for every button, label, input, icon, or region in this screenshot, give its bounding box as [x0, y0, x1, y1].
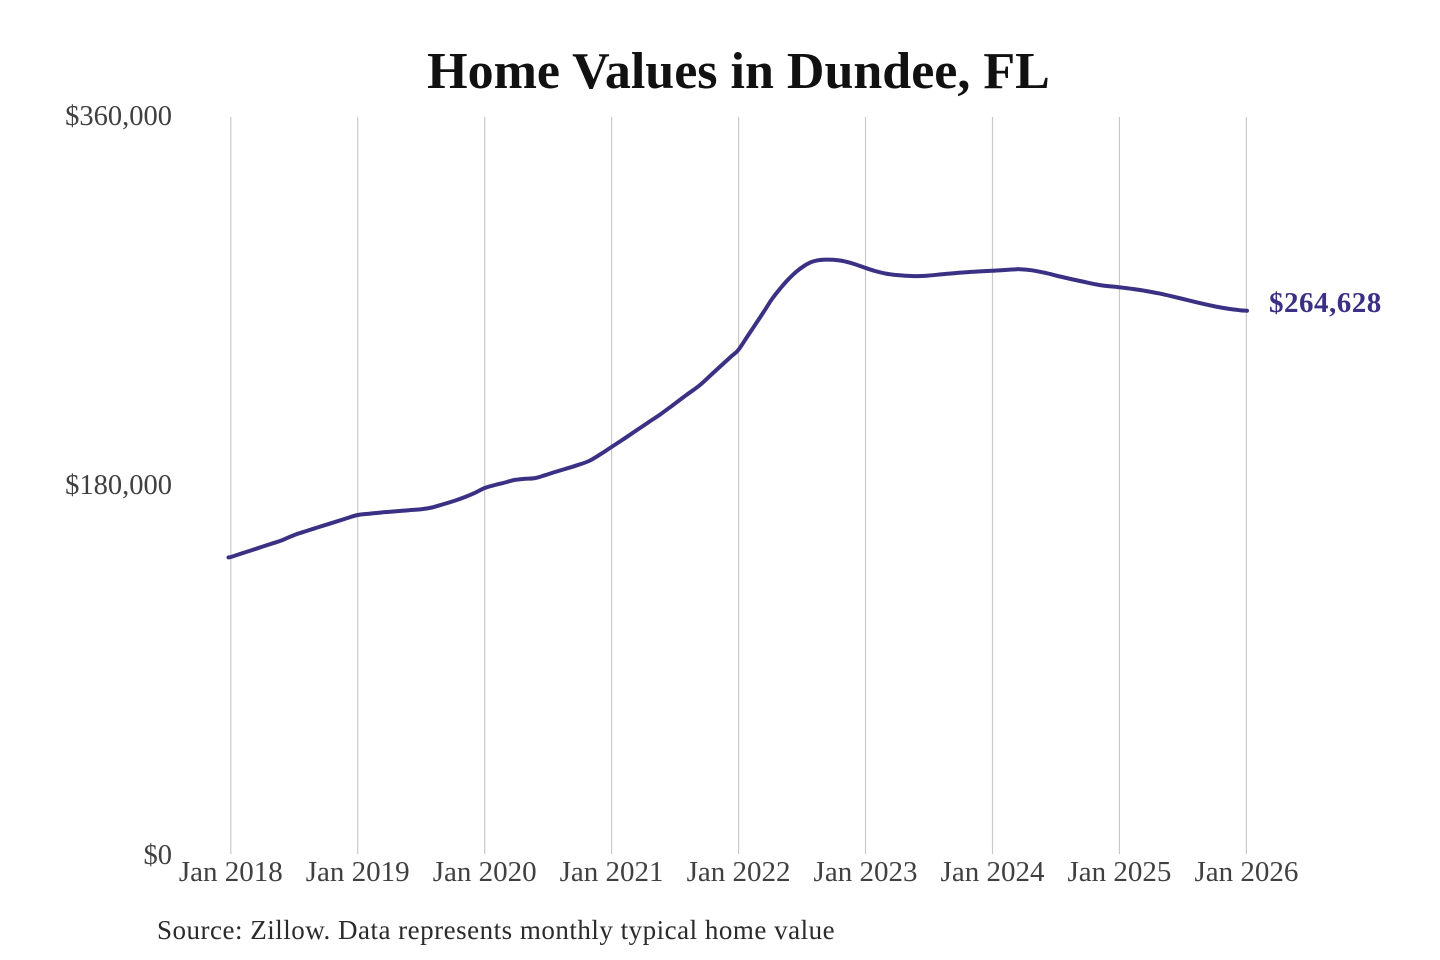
svg-text:Jan 2018: Jan 2018 — [179, 856, 283, 888]
svg-text:Jan 2025: Jan 2025 — [1067, 856, 1171, 888]
svg-text:$264,628: $264,628 — [1269, 287, 1382, 319]
svg-text:Source: Zillow. Data represent: Source: Zillow. Data represents monthly … — [157, 915, 835, 945]
svg-text:Jan 2024: Jan 2024 — [941, 856, 1045, 888]
svg-text:Jan 2026: Jan 2026 — [1194, 856, 1298, 888]
svg-text:Jan 2022: Jan 2022 — [687, 856, 791, 888]
svg-text:$0: $0 — [144, 840, 173, 871]
svg-text:Jan 2023: Jan 2023 — [814, 856, 918, 888]
svg-text:Jan 2019: Jan 2019 — [306, 856, 410, 888]
svg-text:$360,000: $360,000 — [65, 101, 172, 132]
svg-text:Jan 2020: Jan 2020 — [433, 856, 537, 888]
svg-text:Jan 2021: Jan 2021 — [560, 856, 664, 888]
svg-text:$180,000: $180,000 — [65, 470, 172, 501]
svg-text:Home Values in Dundee, FL: Home Values in Dundee, FL — [427, 43, 1050, 100]
